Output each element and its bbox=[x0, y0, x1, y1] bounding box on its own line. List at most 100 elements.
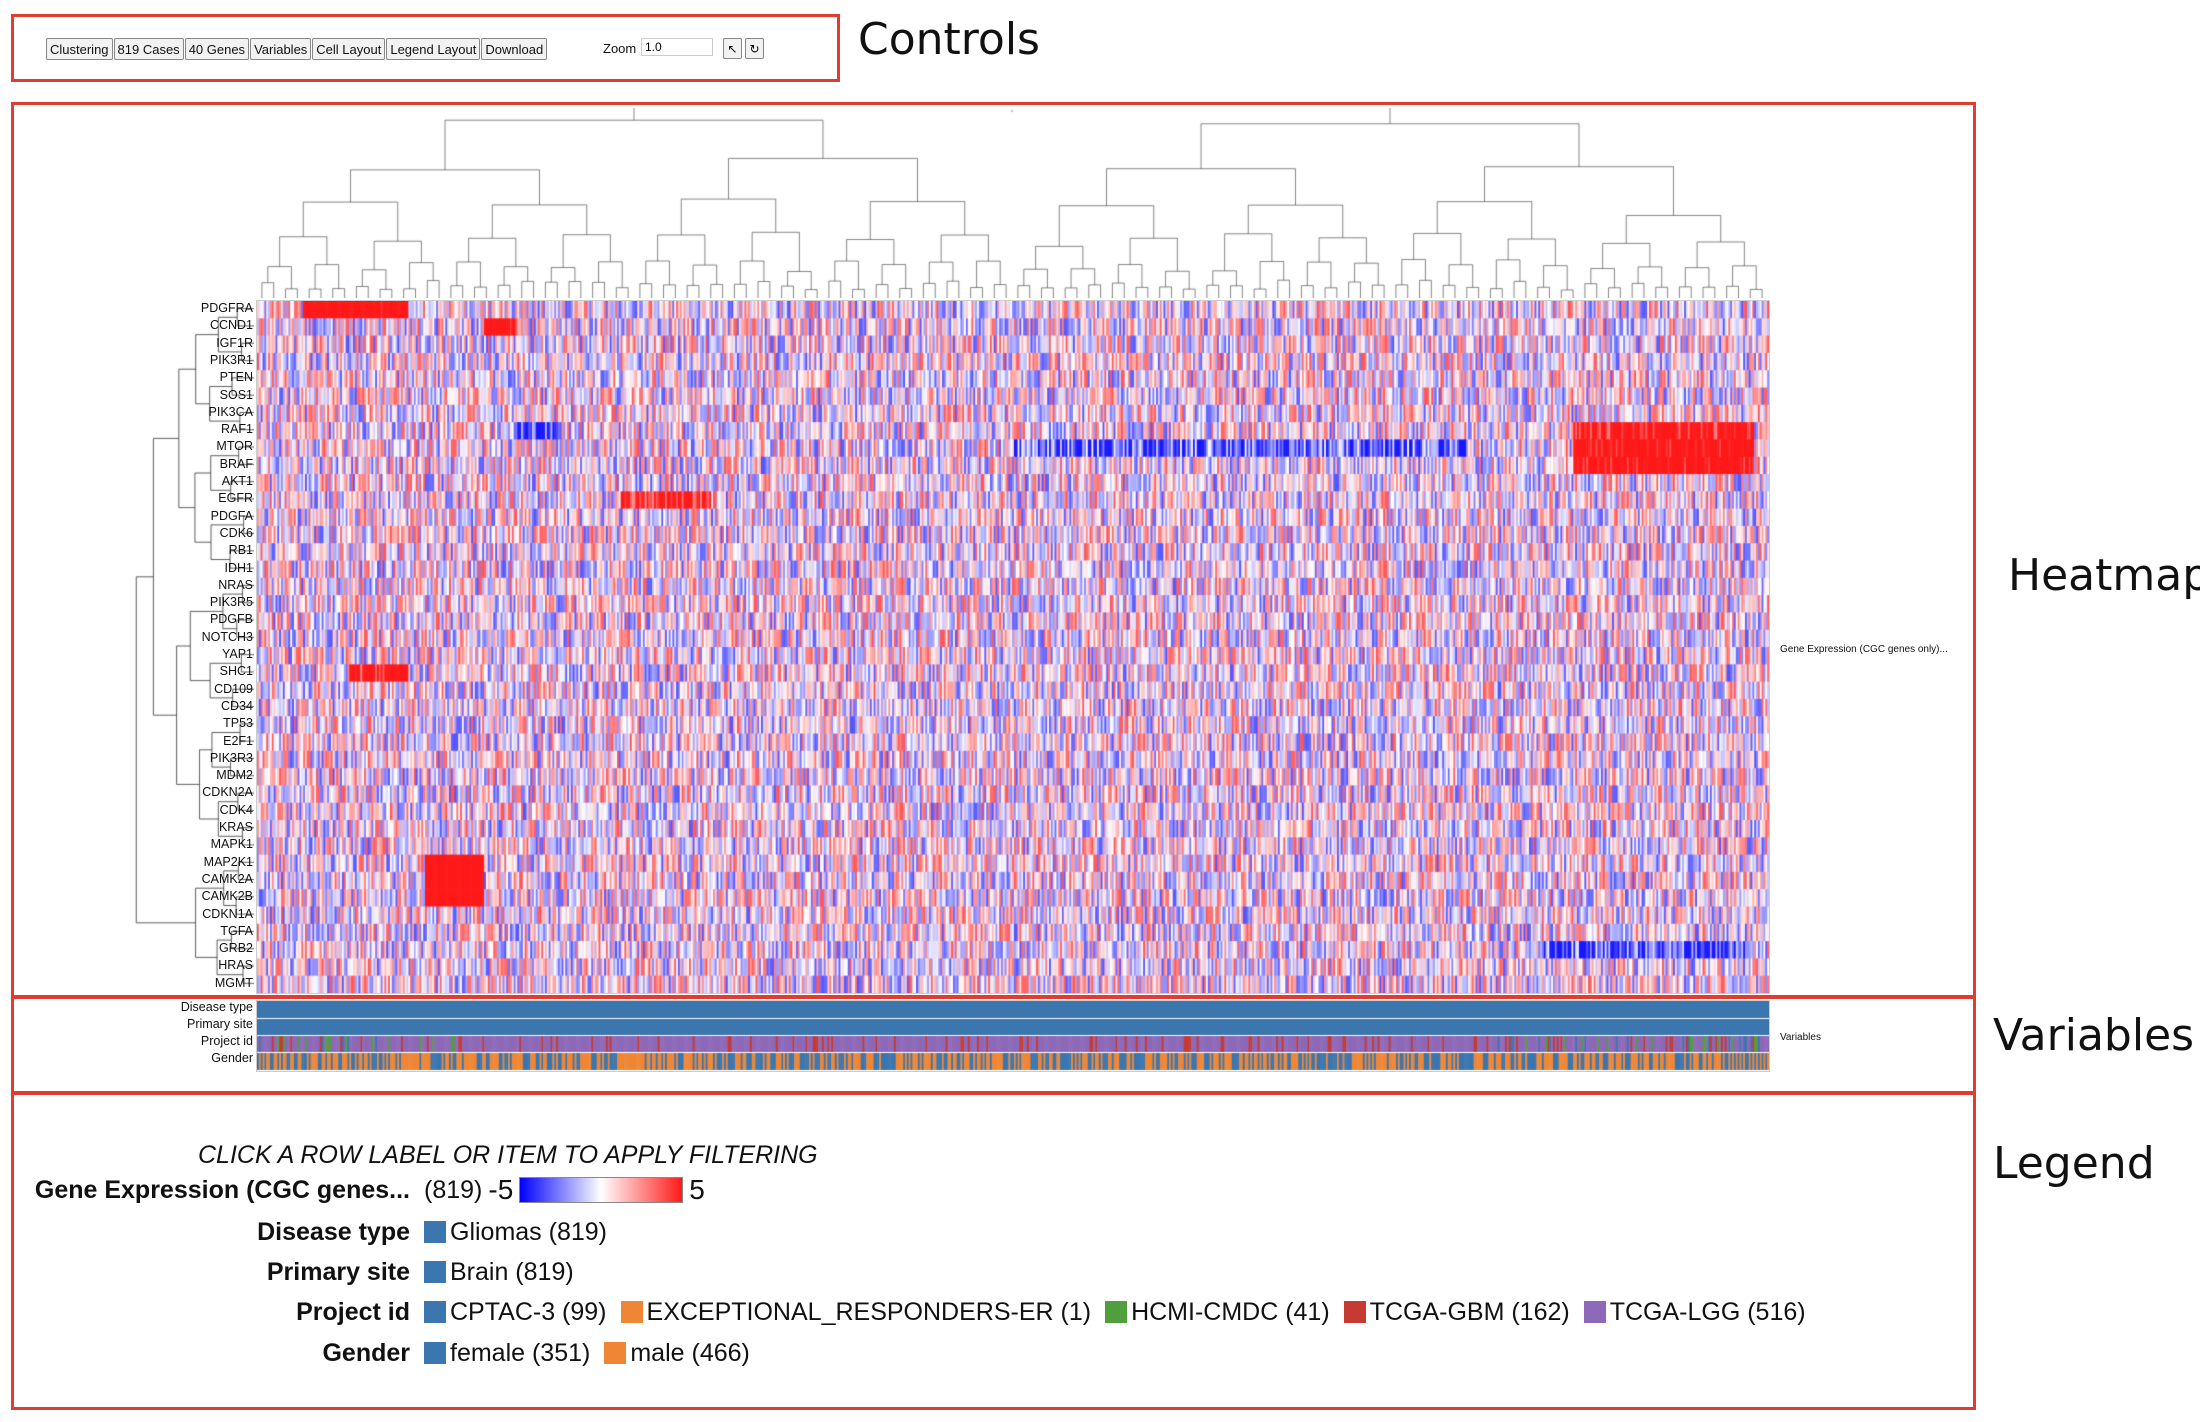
section-label-heatmap: Heatmap bbox=[2008, 550, 2200, 601]
legend-item-text: male (466) bbox=[630, 1338, 750, 1367]
gene-label-braf[interactable]: BRAF bbox=[219, 456, 253, 471]
gene-label-shc1[interactable]: SHC1 bbox=[219, 664, 253, 679]
legend-item-text: Brain (819) bbox=[450, 1257, 574, 1286]
genes-button[interactable]: 40 Genes bbox=[184, 38, 250, 60]
zoom-label: Zoom bbox=[603, 41, 637, 56]
gene-label-camk2a[interactable]: CAMK2A bbox=[201, 871, 253, 886]
section-label-variables: Variables bbox=[1993, 1010, 2195, 1061]
gene-label-igf1r[interactable]: IGF1R bbox=[216, 335, 253, 350]
gene-label-cd109[interactable]: CD109 bbox=[214, 681, 253, 696]
controls-frame bbox=[11, 14, 840, 82]
track-label-disease-type[interactable]: Disease type bbox=[180, 1000, 253, 1014]
gradient-min: -5 bbox=[488, 1174, 514, 1205]
gene-label-tp53[interactable]: TP53 bbox=[223, 716, 253, 731]
legend-row-disease-type: Disease type Gliomas (819) bbox=[20, 1215, 621, 1249]
track-label-primary-site[interactable]: Primary site bbox=[187, 1017, 253, 1031]
gene-label-map2k1[interactable]: MAP2K1 bbox=[203, 854, 253, 869]
legend-layout-button[interactable]: Legend Layout bbox=[386, 38, 481, 60]
heatmap-series-label: Gene Expression (CGC genes only)... bbox=[1780, 644, 1948, 655]
variables-side-label: Variables bbox=[1780, 1032, 1821, 1043]
legend-item[interactable]: female (351) bbox=[424, 1339, 590, 1368]
gene-label-cdk4[interactable]: CDK4 bbox=[219, 802, 253, 817]
gene-label-notch3[interactable]: NOTCH3 bbox=[201, 629, 253, 644]
gene-label-tgfa[interactable]: TGFA bbox=[220, 923, 253, 938]
gene-label-pdgfb[interactable]: PDGFB bbox=[209, 612, 253, 627]
track-label-gender[interactable]: Gender bbox=[211, 1051, 253, 1065]
gene-label-pdgfa[interactable]: PDGFA bbox=[210, 508, 253, 523]
heatmap-grid[interactable] bbox=[256, 300, 1770, 994]
gene-label-cdk6[interactable]: CDK6 bbox=[219, 525, 253, 540]
gene-label-cd34[interactable]: CD34 bbox=[221, 698, 253, 713]
gene-label-mdm2[interactable]: MDM2 bbox=[216, 768, 253, 783]
legend-swatch bbox=[604, 1342, 627, 1364]
variables-button[interactable]: Variables bbox=[250, 38, 312, 60]
gene-label-akt1[interactable]: AKT1 bbox=[221, 474, 253, 488]
gene-label-rb1[interactable]: RB1 bbox=[228, 543, 253, 558]
legend-swatch bbox=[424, 1221, 446, 1243]
legend-item[interactable]: Gliomas (819) bbox=[424, 1218, 607, 1247]
gene-label-yap1[interactable]: YAP1 bbox=[221, 647, 253, 661]
legend-row-primary-site: Primary site Brain (819) bbox=[20, 1255, 588, 1289]
gene-label-raf1[interactable]: RAF1 bbox=[221, 422, 253, 437]
gene-label-pten[interactable]: PTEN bbox=[219, 370, 253, 385]
gene-label-pik3r5[interactable]: PIK3R5 bbox=[209, 595, 253, 610]
legend-frame bbox=[11, 1092, 1976, 1410]
legend-item-text: HCMI-CMDC (41) bbox=[1131, 1297, 1330, 1326]
gene-expression-count: (819) bbox=[424, 1175, 483, 1204]
gene-label-egfr[interactable]: EGFR bbox=[218, 491, 253, 506]
legend-key-gene-expression[interactable]: Gene Expression (CGC genes... bbox=[34, 1175, 410, 1204]
legend-key-project-id[interactable]: Project id bbox=[296, 1297, 410, 1326]
legend-key-disease-type[interactable]: Disease type bbox=[257, 1217, 410, 1246]
legend-item-text: TCGA-GBM (162) bbox=[1369, 1297, 1570, 1326]
gene-label-nras[interactable]: NRAS bbox=[218, 577, 253, 592]
legend-swatch bbox=[620, 1301, 643, 1323]
legend-swatch bbox=[424, 1261, 446, 1283]
cases-button[interactable]: 819 Cases bbox=[113, 38, 184, 60]
gene-label-e2f1[interactable]: E2F1 bbox=[223, 733, 253, 748]
variables-tracks[interactable] bbox=[256, 1000, 1770, 1072]
gene-label-ccnd1[interactable]: CCND1 bbox=[209, 318, 253, 333]
gene-label-kras[interactable]: KRAS bbox=[218, 820, 253, 834]
gene-label-mgmt[interactable]: MGMT bbox=[214, 975, 253, 990]
legend-item[interactable]: EXCEPTIONAL_RESPONDERS-ER (1) bbox=[620, 1297, 1092, 1327]
gene-label-cdkn2a[interactable]: CDKN2A bbox=[202, 785, 253, 800]
gene-label-idh1[interactable]: IDH1 bbox=[224, 560, 253, 575]
cursor-arrow-icon[interactable]: ↖ bbox=[723, 38, 742, 59]
legend-row-project-id: Project id CPTAC-3 (99) EXCEPTIONAL_RESP… bbox=[20, 1295, 1820, 1329]
gene-label-hras[interactable]: HRAS bbox=[218, 958, 253, 973]
gradient-max: 5 bbox=[689, 1174, 705, 1205]
legend-row-gene-expression: Gene Expression (CGC genes... (819) -5 5 bbox=[20, 1173, 711, 1207]
legend-row-gender: Gender female (351) male (466) bbox=[20, 1336, 764, 1370]
section-label-legend: Legend bbox=[1993, 1138, 2155, 1189]
gene-label-sos1[interactable]: SOS1 bbox=[219, 387, 253, 402]
gene-label-cdkn1a[interactable]: CDKN1A bbox=[202, 906, 253, 921]
cell-layout-button[interactable]: Cell Layout bbox=[312, 38, 386, 60]
legend-item-text: Gliomas (819) bbox=[450, 1217, 607, 1246]
download-button[interactable]: Download bbox=[481, 38, 548, 60]
gene-label-camk2b[interactable]: CAMK2B bbox=[201, 889, 253, 904]
legend-item[interactable]: TCGA-LGG (516) bbox=[1583, 1297, 1806, 1327]
gene-label-grb2[interactable]: GRB2 bbox=[218, 941, 253, 956]
gene-label-pik3r3[interactable]: PIK3R3 bbox=[209, 750, 253, 765]
legend-item-text: TCGA-LGG (516) bbox=[1609, 1297, 1806, 1326]
legend-item-text: EXCEPTIONAL_RESPONDERS-ER (1) bbox=[646, 1297, 1092, 1326]
gene-label-pik3r1[interactable]: PIK3R1 bbox=[209, 352, 253, 367]
color-gradient-bar bbox=[519, 1177, 684, 1203]
legend-swatch bbox=[424, 1342, 446, 1364]
reset-circle-icon[interactable]: ↻ bbox=[745, 38, 764, 59]
legend-item[interactable]: TCGA-GBM (162) bbox=[1343, 1297, 1570, 1327]
gene-label-mapk1[interactable]: MAPK1 bbox=[210, 837, 253, 852]
zoom-input[interactable] bbox=[641, 38, 713, 56]
legend-item[interactable]: Brain (819) bbox=[424, 1258, 574, 1287]
row-dendrogram bbox=[78, 300, 254, 992]
track-label-project-id[interactable]: Project id bbox=[200, 1034, 253, 1048]
gene-label-pdgfra[interactable]: PDGFRA bbox=[200, 301, 253, 315]
legend-item[interactable]: male (466) bbox=[604, 1339, 750, 1368]
legend-key-primary-site[interactable]: Primary site bbox=[266, 1257, 410, 1286]
legend-item[interactable]: CPTAC-3 (99) bbox=[424, 1298, 607, 1327]
gene-label-pik3ca[interactable]: PIK3CA bbox=[208, 404, 253, 419]
legend-item[interactable]: HCMI-CMDC (41) bbox=[1105, 1298, 1330, 1327]
clustering-button[interactable]: Clustering bbox=[46, 38, 113, 60]
gene-label-mtor[interactable]: MTOR bbox=[216, 439, 253, 454]
legend-key-gender[interactable]: Gender bbox=[322, 1338, 410, 1367]
